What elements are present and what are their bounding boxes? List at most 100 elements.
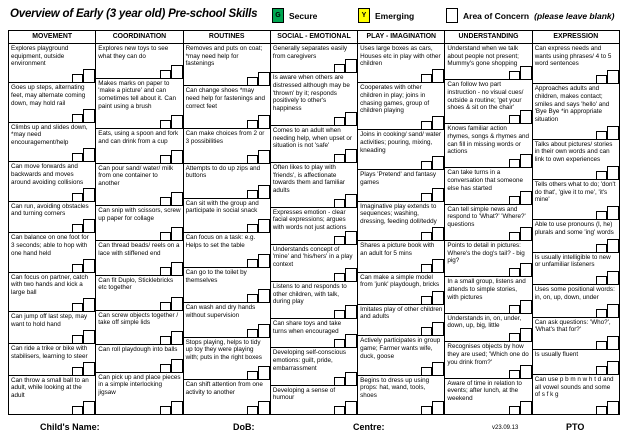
skill-cell: Can pick up and place pieces in a simple…: [96, 373, 183, 414]
skill-cell: Understands concept of 'mine' and 'his/h…: [270, 245, 358, 282]
secure-key-box: G: [272, 8, 284, 23]
rating-box-large: [170, 149, 183, 163]
skill-text: Eats, using a spoon and fork and can dri…: [98, 129, 179, 145]
rating-box-small: [508, 333, 520, 342]
skill-text: Can shift attention from one activity to…: [185, 381, 263, 396]
skill-cell: Developing self-conscious emotions: guil…: [270, 348, 358, 386]
rating-box-large: [606, 401, 619, 415]
rating-box-large: [257, 72, 270, 86]
rating-box-large: [519, 110, 532, 124]
column-0: MOVEMENT Explores playground equipment, o…: [9, 31, 97, 415]
rating-box-small: [159, 363, 171, 372]
rating-box-large: [519, 190, 532, 204]
skill-text: Explores new toys to see what they can d…: [98, 45, 169, 60]
rating-box-small: [72, 406, 84, 415]
skill-text: Shares a picture book with an adult for …: [360, 242, 435, 257]
skill-cell: Can move forwards and backwards and move…: [9, 162, 96, 202]
skill-text: Removes and puts on coat; *may need help…: [185, 45, 263, 68]
skill-cell: Attempts to do up zips and buttons: [183, 164, 270, 199]
rating-box-large: [83, 401, 96, 415]
rating-box-large: [257, 254, 270, 268]
skill-text: Generally separates easily from caregive…: [272, 45, 348, 60]
rating-box-large: [606, 125, 619, 139]
page-title: Overview of Early (3 year old) Pre-schoo…: [10, 8, 258, 20]
pto-label: PTO: [566, 422, 585, 432]
rating-box-small: [421, 263, 433, 272]
rating-box-large: [432, 290, 445, 304]
rating-box-large: [83, 329, 96, 343]
skill-text: Can screw objects together / take off si…: [98, 311, 179, 327]
skill-text: Developing self-conscious emotions: guil…: [272, 349, 346, 372]
rating-box-small: [421, 366, 433, 375]
skill-cell: Can throw a small ball to an adult, whil…: [9, 376, 96, 415]
skill-text: Can share toys and take turns when encou…: [272, 320, 342, 335]
skill-text: Can pick up and place pieces in a simple…: [98, 373, 181, 396]
rating-box-large: [170, 64, 183, 78]
skill-text: Often likes to play with 'friends', is a…: [272, 163, 345, 194]
skill-text: Able to use pronouns (I, he) plurals and…: [534, 221, 614, 236]
rating-box-large: [432, 258, 445, 272]
skill-text: Begins to dress up using props: hat, wan…: [360, 376, 430, 399]
skill-text: Can make a simple model from 'junk' play…: [360, 273, 440, 289]
rating-box-large: [432, 322, 445, 336]
rating-box-small: [246, 77, 258, 86]
skill-text: Joins in cooking/ sand/ water activities…: [360, 131, 441, 154]
rating-box-large: [519, 154, 532, 168]
skill-cell: Can shift attention from one activity to…: [184, 380, 270, 414]
skill-cell: Can wash and dry hands without supervisi…: [183, 303, 270, 338]
rating-box-large: [170, 331, 183, 345]
rating-box-large: [83, 148, 96, 162]
rating-box-small: [159, 301, 171, 310]
column-header: PLAY - IMAGINATION: [358, 31, 445, 44]
rating-box-small: [72, 263, 84, 272]
rating-box-small: [595, 276, 607, 285]
rating-box-small: [159, 266, 171, 275]
rating-box-small: [421, 160, 433, 169]
skill-text: Understands in, on, under, down, up, big…: [447, 314, 522, 330]
rating-box-large: [519, 299, 532, 313]
skill-text: Uses large boxes as cars, Houses etc in …: [360, 45, 441, 68]
skill-cell: Cooperates with other children in play; …: [358, 83, 445, 131]
rating-box-small: [246, 293, 258, 302]
rating-box-small: [595, 308, 607, 317]
rating-box-small: [334, 198, 346, 207]
rating-box-small: [595, 243, 607, 252]
skill-text: Aware of time in relation to events; aft…: [447, 379, 522, 402]
skill-text: Uses some positional words: in, on, up, …: [534, 286, 615, 301]
skill-cell: Removes and puts on coat; *may need help…: [183, 44, 270, 87]
column-header: SOCIAL - EMOTIONAL: [270, 31, 358, 44]
column-2: ROUTINES Removes and puts on coat; *may n…: [183, 31, 271, 414]
rating-box-small: [246, 224, 258, 233]
rating-box-small: [508, 71, 520, 80]
rating-box-small: [421, 121, 433, 130]
rating-box-small: [595, 341, 607, 350]
skill-text: Makes marks on paper to 'make a picture'…: [98, 79, 176, 110]
rating-box-small: [508, 231, 520, 240]
rating-box-large: [345, 371, 358, 385]
rating-box-small: [159, 197, 171, 206]
emerging-label: Emerging: [375, 10, 415, 21]
skill-cell: Knows familiar action rhymes, songs & rh…: [445, 124, 532, 169]
rating-box-small: [595, 170, 607, 179]
secure-label: Secure: [289, 10, 318, 21]
rating-box-small: [159, 405, 171, 414]
rating-box-large: [257, 219, 270, 233]
rating-box-large: [519, 364, 532, 378]
skill-text: Can ask questions: 'Who?', 'What's that …: [534, 318, 611, 334]
skill-text: Can express needs and wants using phrase…: [534, 45, 612, 68]
form-header: Overview of Early (3 year old) Pre-schoo…: [10, 5, 620, 27]
skill-cell: Understands in, on, under, down, up, big…: [445, 314, 532, 343]
rating-box-small: [334, 64, 346, 73]
rating-box-small: [334, 153, 346, 162]
skill-text: Imitates play of other children and adul…: [360, 305, 443, 321]
rating-box-large: [83, 219, 96, 233]
skill-text: Is usually intelligible to new or unfami…: [534, 253, 611, 269]
skill-text: Stops playing, helps to tidy up toy they…: [185, 338, 262, 362]
skill-cell: Goes up steps, alternating feet, may alt…: [9, 83, 96, 123]
rating-box-large: [83, 187, 96, 201]
skill-cell: Can ask questions: 'Who?', 'What's that …: [532, 318, 619, 351]
concern-label: Area of Concern: [463, 10, 530, 21]
rating-box-large: [83, 361, 96, 375]
skill-text: Points to detail in pictures: Where's th…: [447, 241, 525, 265]
skill-text: Can change shoes *may need help for fast…: [185, 87, 266, 110]
